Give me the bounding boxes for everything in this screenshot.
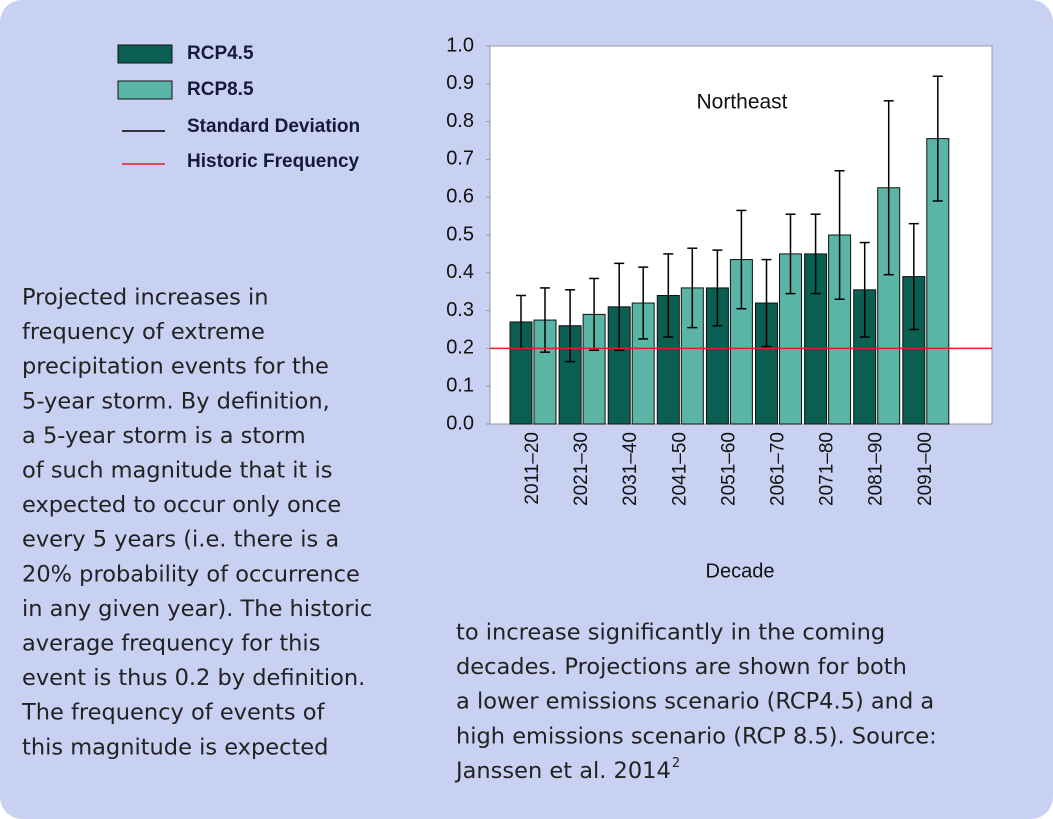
caption-line: Projected increases in xyxy=(22,285,268,311)
error-bar xyxy=(638,266,649,340)
error-bar xyxy=(663,253,674,338)
legend-swatch xyxy=(117,44,173,64)
y-tick-label: 1.0 xyxy=(446,34,474,56)
caption-line: a lower emissions scenario (RCP4.5) and … xyxy=(456,689,934,715)
legend-label: RCP4.5 xyxy=(187,43,254,64)
caption-line: a 5-year storm is a storm xyxy=(22,423,306,449)
error-bar xyxy=(540,287,550,353)
y-tick-label: 0.2 xyxy=(446,337,474,359)
x-tick-label: 2011–20 xyxy=(522,432,543,505)
y-tick-label: 0.1 xyxy=(446,374,474,396)
caption-line: The frequency of events of xyxy=(21,700,326,726)
x-tick-label: 2041–50 xyxy=(669,432,690,506)
error-bar xyxy=(687,247,698,329)
y-tick-label: 0.9 xyxy=(446,72,474,94)
error-bar xyxy=(614,262,625,352)
x-tick-label: 2091–00 xyxy=(915,432,936,506)
error-bar xyxy=(859,241,870,338)
y-tick-label: 0.6 xyxy=(446,185,474,207)
caption-line: to increase significantly in the coming xyxy=(456,620,885,646)
caption-line: precipitation events for the xyxy=(22,354,329,380)
x-tick-label: 2071–80 xyxy=(817,432,838,506)
y-tick-label: 0.0 xyxy=(446,412,474,434)
x-tick-label: 2051–60 xyxy=(718,432,739,506)
error-bar xyxy=(761,258,772,348)
legend-label: RCP8.5 xyxy=(187,79,254,100)
y-tick-label: 0.7 xyxy=(446,148,474,170)
x-tick-label: 2061–70 xyxy=(768,432,789,506)
y-tick-label: 0.8 xyxy=(446,110,474,132)
error-bar xyxy=(785,213,796,295)
caption-line: every 5 years (i.e. there is a xyxy=(22,527,339,553)
error-bar xyxy=(810,213,821,295)
error-bar xyxy=(834,169,845,301)
caption-line: expected to occur only once xyxy=(22,492,341,518)
legend-label: Historic Frequency xyxy=(187,151,360,172)
y-tick-label: 0.5 xyxy=(446,223,474,245)
caption-line: 5-year storm. By definition, xyxy=(22,388,330,414)
legend-label: Standard Deviation xyxy=(187,116,360,137)
y-tick-label: 0.3 xyxy=(446,299,474,321)
caption-line: frequency of extreme xyxy=(22,319,265,345)
error-bar xyxy=(908,222,919,331)
error-bar xyxy=(736,209,747,310)
error-bar xyxy=(932,75,943,202)
x-tick-label: 2031–40 xyxy=(620,432,641,506)
y-tick-label: 0.4 xyxy=(446,261,474,283)
caption-line: decades. Projections are shown for both xyxy=(456,654,907,680)
caption-line: this magnitude is expected xyxy=(22,734,328,760)
caption-line: Janssen et al. 2014 xyxy=(454,758,671,784)
caption-line: of such magnitude that it is xyxy=(22,458,333,484)
caption-line: high emissions scenario (RCP 8.5). Sourc… xyxy=(456,723,937,749)
error-bar xyxy=(565,289,576,363)
x-axis-label: Decade xyxy=(706,560,775,582)
caption-line: event is thus 0.2 by definition. xyxy=(22,665,365,691)
error-bar xyxy=(589,277,600,352)
caption-line: in any given year). The historic xyxy=(22,596,372,622)
error-bar xyxy=(883,100,894,276)
caption-line: 20% probability of occurrence xyxy=(22,561,360,587)
chart-annotation: Northeast xyxy=(696,91,787,114)
legend-swatch xyxy=(117,80,173,100)
x-tick-label: 2081–90 xyxy=(866,432,887,506)
caption-reference-mark: 2 xyxy=(672,756,680,771)
x-tick-label: 2021–30 xyxy=(571,432,592,506)
caption-line: average frequency for this xyxy=(22,631,320,657)
error-bar xyxy=(712,249,723,327)
